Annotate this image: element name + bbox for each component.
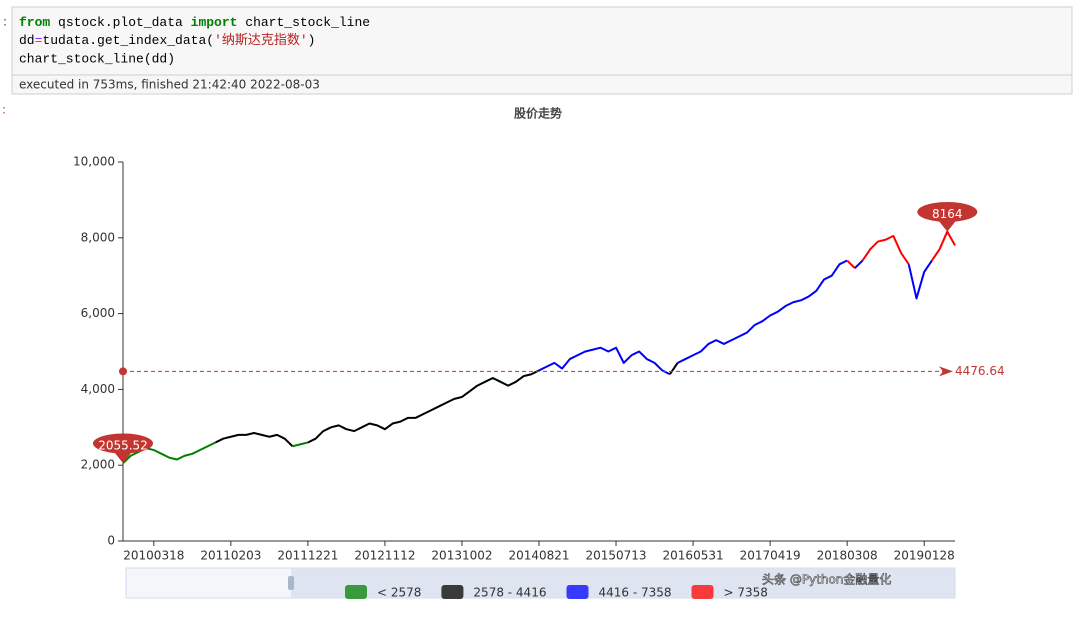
x-tick-label: 20160531 [663, 549, 724, 563]
price-line [846, 259, 856, 269]
price-line [307, 369, 540, 444]
x-tick-label: 20140821 [508, 549, 569, 563]
input-prompt: : [3, 15, 7, 29]
pin-label: 8164 [932, 207, 963, 221]
watermark: 头条 @Python金融量化 [762, 572, 891, 587]
zoom-window[interactable] [291, 568, 955, 598]
price-line [292, 441, 309, 448]
price-line [861, 234, 910, 265]
x-tick-label: 20170419 [740, 549, 801, 563]
y-tick-label: 2,000 [81, 458, 115, 472]
price-line [538, 346, 671, 376]
code-text: chart_stock_line [237, 15, 370, 30]
legend-swatch [441, 585, 464, 599]
x-tick-label: 20111221 [277, 549, 338, 563]
operator: = [35, 33, 43, 48]
code-line: dd=tudata.get_index_data('纳斯达克指数') [19, 33, 315, 48]
x-tick-label: 20180308 [817, 549, 878, 563]
price-line [215, 431, 294, 447]
price-line [669, 362, 679, 375]
keyword: import [191, 15, 238, 30]
code-text: tudata.get_index_data( [42, 33, 214, 48]
chart-title: 股价走势 [514, 106, 562, 121]
y-tick-label: 10,000 [73, 155, 115, 169]
keyword: from [19, 15, 50, 30]
legend-swatch [566, 585, 589, 599]
cell-status: executed in 753ms, finished 21:42:40 202… [19, 78, 320, 92]
legend-label: > 7358 [724, 586, 768, 600]
zoom-handle[interactable] [288, 576, 294, 590]
x-tick-label: 20150713 [585, 549, 646, 563]
average-arrow [939, 366, 953, 377]
legend-swatch [691, 585, 714, 599]
average-label: 4476.64 [955, 364, 1005, 378]
code-line: from qstock.plot_data import chart_stock… [19, 15, 370, 30]
legend-label: < 2578 [377, 586, 421, 600]
output-prompt: : [2, 103, 6, 117]
price-line [907, 259, 933, 300]
price-line [677, 259, 848, 364]
x-tick-label: 20110203 [200, 549, 261, 563]
pin-min-point [93, 433, 154, 464]
code-text: qstock.plot_data [50, 15, 190, 30]
legend-label: 2578 - 4416 [473, 586, 546, 600]
pin-max-point [917, 201, 978, 232]
average-start [119, 367, 127, 376]
x-tick-label: 20100318 [123, 549, 184, 563]
x-tick-label: 20190128 [894, 549, 955, 563]
price-line [854, 259, 864, 269]
price-line [931, 230, 956, 262]
y-tick-label: 8,000 [81, 230, 115, 244]
code-line: chart_stock_line(dd) [19, 51, 175, 66]
code-cell[interactable] [11, 6, 1073, 95]
y-tick-label: 0 [107, 534, 115, 548]
code-text: ) [308, 33, 316, 48]
y-tick-label: 4,000 [81, 382, 115, 396]
x-tick-label: 20131002 [431, 549, 492, 563]
code-text: dd [19, 33, 35, 48]
y-tick-label: 6,000 [81, 306, 115, 320]
x-tick-label: 20121112 [354, 549, 415, 563]
string: '纳斯达克指数' [214, 33, 308, 48]
pin-label: 2055.52 [98, 439, 148, 453]
legend-label: 4416 - 7358 [598, 586, 671, 600]
legend-swatch [345, 585, 367, 599]
